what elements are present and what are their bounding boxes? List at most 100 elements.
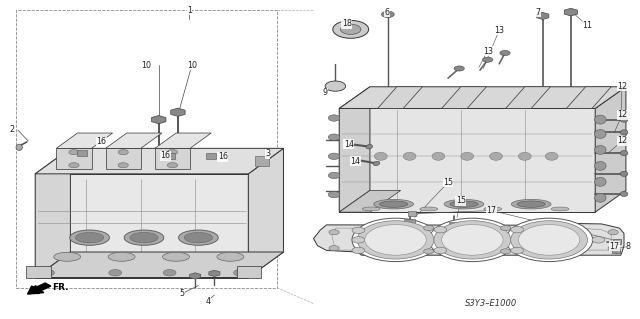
Ellipse shape — [518, 152, 531, 160]
Text: 12: 12 — [617, 82, 627, 91]
Circle shape — [434, 221, 511, 259]
Polygon shape — [35, 174, 248, 278]
Ellipse shape — [328, 115, 340, 121]
Polygon shape — [237, 266, 261, 278]
Ellipse shape — [328, 172, 340, 179]
Ellipse shape — [595, 145, 606, 154]
Ellipse shape — [70, 230, 109, 245]
Circle shape — [118, 150, 128, 155]
Circle shape — [506, 218, 593, 262]
Text: 16: 16 — [96, 137, 106, 146]
Ellipse shape — [461, 152, 474, 160]
Circle shape — [118, 163, 128, 168]
Ellipse shape — [545, 152, 558, 160]
Circle shape — [352, 247, 365, 254]
Circle shape — [352, 218, 439, 262]
Text: S3Y3–E1000: S3Y3–E1000 — [465, 299, 518, 308]
Circle shape — [365, 225, 426, 255]
Ellipse shape — [76, 232, 104, 243]
Ellipse shape — [595, 193, 606, 202]
Ellipse shape — [595, 115, 606, 124]
Text: 8: 8 — [626, 242, 631, 251]
Ellipse shape — [511, 199, 551, 209]
Ellipse shape — [450, 201, 478, 207]
Polygon shape — [339, 190, 401, 212]
Ellipse shape — [163, 252, 189, 261]
Circle shape — [454, 66, 464, 71]
Ellipse shape — [380, 201, 408, 207]
Ellipse shape — [595, 161, 606, 170]
Ellipse shape — [328, 134, 340, 140]
Polygon shape — [206, 153, 216, 159]
Polygon shape — [612, 249, 620, 253]
Polygon shape — [106, 148, 141, 169]
Circle shape — [442, 225, 503, 255]
Polygon shape — [339, 87, 370, 212]
Ellipse shape — [620, 151, 628, 156]
Circle shape — [424, 249, 434, 254]
Polygon shape — [314, 223, 624, 255]
Text: 17: 17 — [486, 206, 497, 215]
Ellipse shape — [328, 191, 340, 198]
Text: 7: 7 — [535, 8, 540, 17]
Ellipse shape — [130, 232, 158, 243]
Text: 13: 13 — [483, 47, 493, 56]
Polygon shape — [106, 133, 162, 148]
Ellipse shape — [362, 207, 380, 211]
Ellipse shape — [184, 232, 212, 243]
Polygon shape — [255, 156, 269, 166]
Circle shape — [168, 163, 178, 168]
Circle shape — [500, 249, 511, 254]
Polygon shape — [77, 150, 87, 156]
Circle shape — [500, 50, 510, 56]
Ellipse shape — [373, 161, 380, 166]
Text: 10: 10 — [141, 61, 151, 70]
Ellipse shape — [374, 152, 387, 160]
Circle shape — [381, 11, 394, 18]
Polygon shape — [56, 148, 92, 169]
Polygon shape — [56, 133, 113, 148]
Ellipse shape — [124, 230, 164, 245]
FancyArrow shape — [28, 283, 51, 294]
Circle shape — [109, 270, 122, 276]
Text: 15: 15 — [456, 197, 466, 205]
Text: 14: 14 — [350, 157, 360, 166]
Ellipse shape — [620, 117, 628, 122]
Polygon shape — [339, 87, 626, 108]
Circle shape — [424, 226, 434, 231]
Circle shape — [518, 225, 580, 255]
Text: 14: 14 — [344, 140, 354, 149]
Polygon shape — [35, 252, 284, 278]
Polygon shape — [378, 87, 422, 108]
Polygon shape — [35, 148, 70, 278]
Polygon shape — [164, 153, 175, 159]
Circle shape — [68, 163, 79, 168]
Text: 9: 9 — [323, 88, 328, 97]
Circle shape — [168, 150, 178, 155]
Ellipse shape — [595, 177, 606, 186]
Polygon shape — [26, 266, 51, 278]
Ellipse shape — [490, 152, 502, 160]
Polygon shape — [595, 87, 626, 212]
Ellipse shape — [620, 191, 628, 197]
Text: 16: 16 — [160, 151, 170, 160]
Polygon shape — [506, 87, 550, 108]
Circle shape — [340, 24, 361, 34]
Ellipse shape — [328, 153, 340, 160]
Text: 11: 11 — [582, 21, 593, 30]
Ellipse shape — [16, 144, 22, 151]
Circle shape — [592, 237, 605, 243]
Ellipse shape — [444, 199, 484, 209]
Circle shape — [511, 247, 524, 254]
Ellipse shape — [54, 252, 81, 261]
Text: 13: 13 — [494, 26, 504, 35]
Circle shape — [333, 20, 369, 38]
Polygon shape — [35, 148, 284, 174]
Circle shape — [329, 246, 339, 251]
Ellipse shape — [374, 199, 413, 209]
Ellipse shape — [179, 230, 218, 245]
Circle shape — [511, 221, 588, 259]
Circle shape — [500, 226, 511, 231]
Text: FR.: FR. — [52, 283, 69, 292]
Circle shape — [608, 230, 618, 235]
